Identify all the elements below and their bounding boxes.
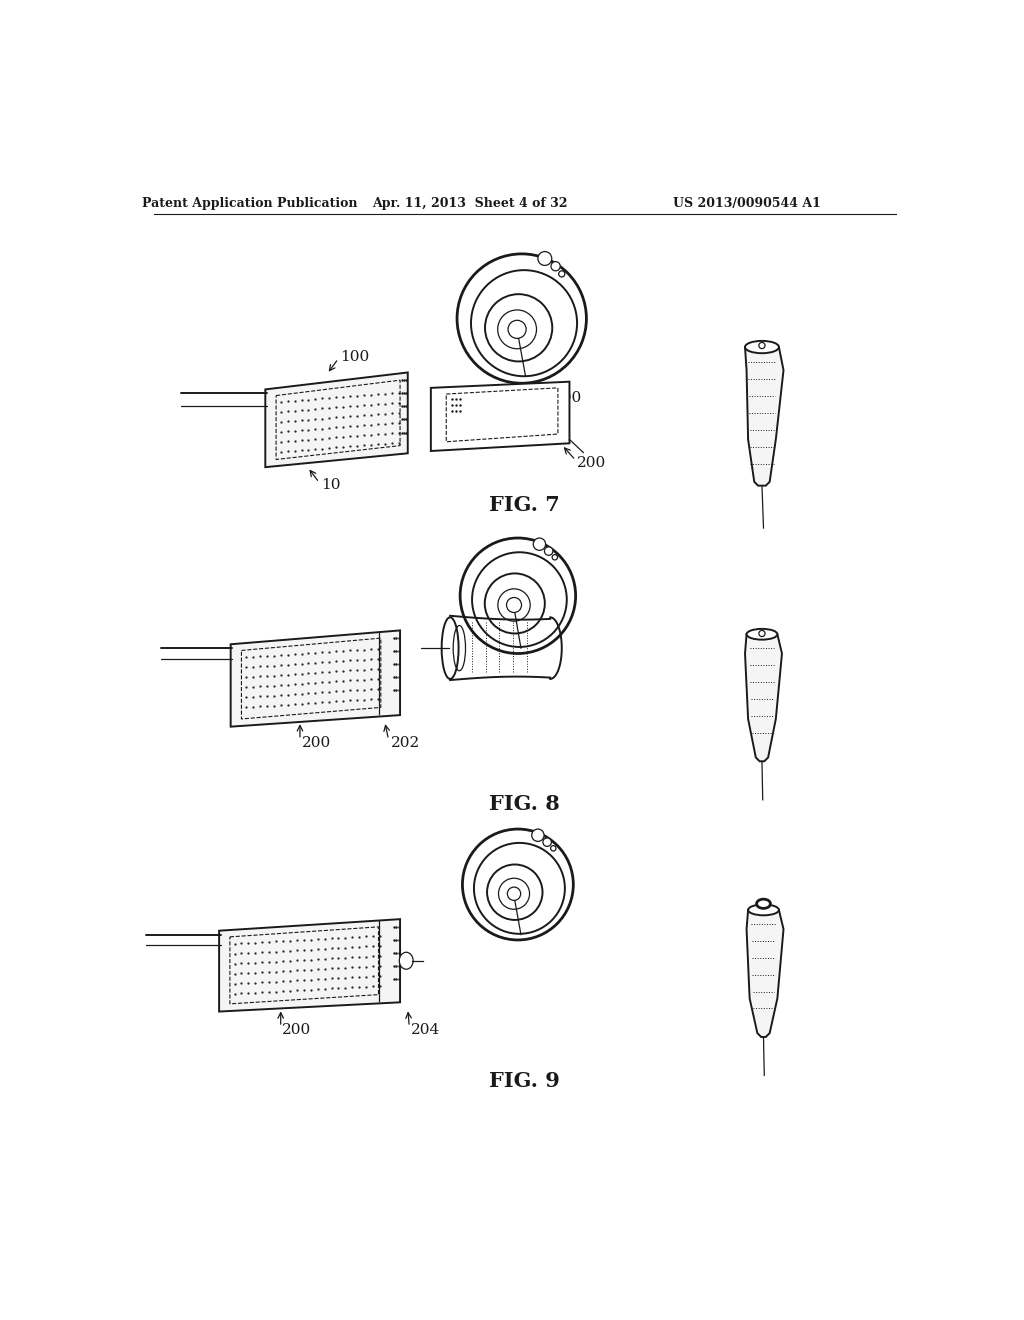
Text: 10: 10 (321, 478, 340, 492)
Circle shape (457, 253, 587, 383)
Circle shape (543, 838, 551, 846)
Text: 202: 202 (391, 735, 420, 750)
Ellipse shape (399, 952, 413, 969)
Circle shape (507, 598, 521, 612)
Polygon shape (219, 919, 400, 1011)
Text: 100: 100 (340, 350, 370, 364)
Polygon shape (745, 635, 782, 762)
Ellipse shape (441, 618, 459, 678)
Circle shape (463, 829, 573, 940)
Circle shape (552, 554, 557, 560)
Polygon shape (265, 372, 408, 467)
Text: 200: 200 (553, 391, 583, 405)
Ellipse shape (746, 628, 777, 640)
Text: US 2013/0090544 A1: US 2013/0090544 A1 (673, 197, 820, 210)
Circle shape (508, 321, 526, 338)
Circle shape (545, 546, 553, 556)
Text: 200: 200 (283, 1023, 311, 1038)
Circle shape (551, 846, 556, 851)
Ellipse shape (745, 341, 779, 354)
Text: 200: 200 (578, 455, 606, 470)
Circle shape (759, 631, 765, 636)
Text: Apr. 11, 2013  Sheet 4 of 32: Apr. 11, 2013 Sheet 4 of 32 (372, 197, 567, 210)
Ellipse shape (749, 904, 779, 915)
Polygon shape (431, 381, 569, 451)
Polygon shape (745, 347, 783, 486)
Text: FIG. 8: FIG. 8 (489, 793, 560, 813)
Text: 204: 204 (411, 1023, 440, 1038)
Text: FIG. 7: FIG. 7 (489, 495, 560, 515)
Circle shape (534, 539, 546, 550)
Circle shape (559, 271, 565, 277)
Ellipse shape (757, 899, 770, 908)
Circle shape (531, 829, 544, 841)
Circle shape (538, 252, 552, 265)
Text: Patent Application Publication: Patent Application Publication (142, 197, 357, 210)
Circle shape (507, 887, 520, 900)
Polygon shape (746, 909, 783, 1038)
Circle shape (460, 539, 575, 653)
Circle shape (759, 342, 765, 348)
Text: FIG. 9: FIG. 9 (489, 1071, 560, 1090)
Circle shape (551, 261, 560, 271)
Text: 200: 200 (301, 735, 331, 750)
Polygon shape (230, 631, 400, 726)
